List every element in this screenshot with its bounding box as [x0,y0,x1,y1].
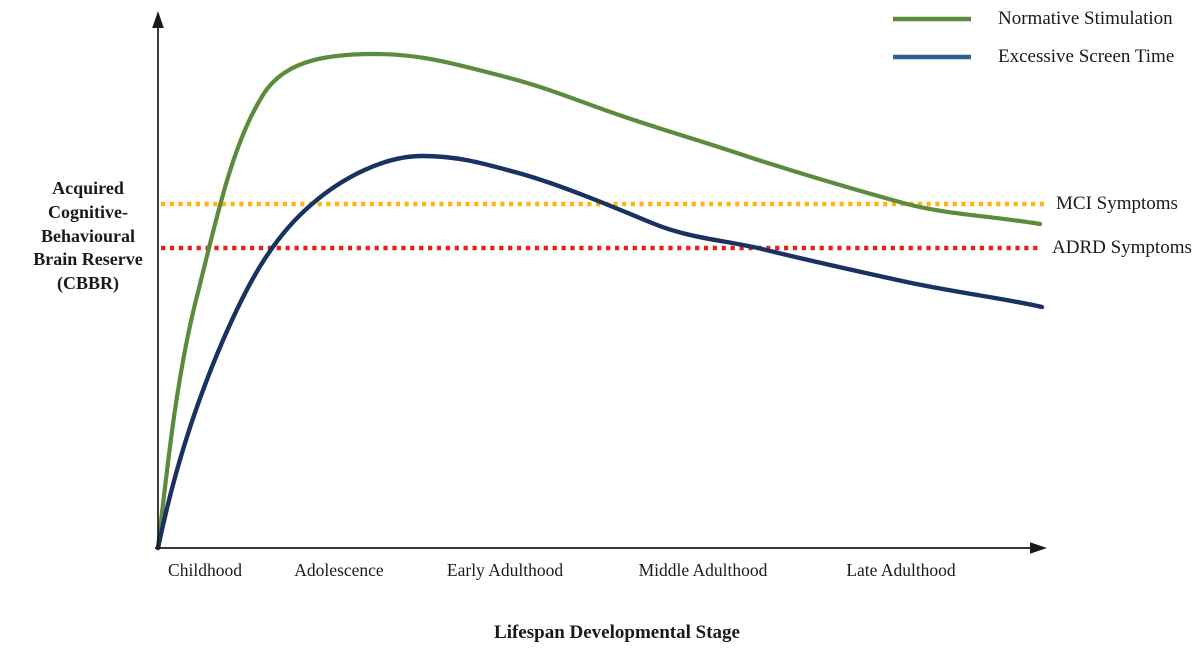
normative-stimulation-curve [155,51,1043,551]
legend-label-screen-time: Excessive Screen Time [998,46,1175,67]
legend-item-normative-stimulation: Normative Stimulation [892,7,1192,31]
excessive-screen-time-curve [155,153,1045,551]
mci-symptoms-label: MCI Symptoms [1056,193,1178,214]
tick-label-early-adulthood: Early Adulthood [446,560,564,580]
adrd-symptoms-label: ADRD Symptoms [1052,237,1192,258]
normative-line-swatch-icon [893,16,971,22]
tick-label-childhood: Childhood [168,560,242,580]
x-axis-title: Lifespan Developmental Stage [494,622,740,643]
screen-time-line-swatch-icon [893,54,971,60]
tick-label-adolescence: Adolescence [294,560,384,580]
tick-label-late-adulthood: Late Adulthood [846,560,956,580]
legend-label-normative: Normative Stimulation [998,8,1173,29]
legend-item-excessive-screen-time: Excessive Screen Time [892,45,1192,69]
y-axis-arrow-icon [152,11,164,28]
tick-label-middle-adulthood: Middle Adulthood [638,560,768,580]
y-axis-title: Acquired Cognitive- Behavioural Brain Re… [33,178,143,293]
x-axis-arrow-icon [1030,542,1047,554]
legend: Normative Stimulation Excessive Screen T… [892,7,1192,83]
